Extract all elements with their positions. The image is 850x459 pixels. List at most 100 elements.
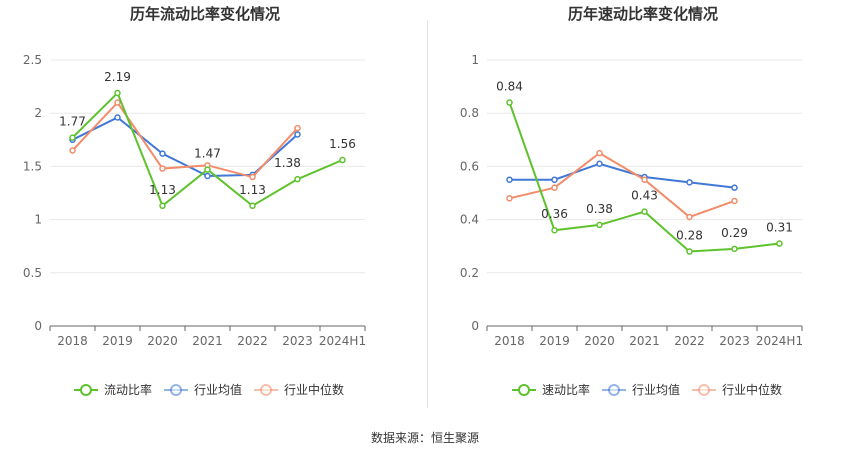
- data-point: [641, 176, 648, 183]
- data-label: 0.84: [496, 80, 523, 94]
- data-label: 0.31: [766, 221, 793, 235]
- data-point: [204, 172, 211, 180]
- legend-swatch-marker: [260, 384, 272, 396]
- x-tick-label: 2024H1: [756, 334, 803, 348]
- legend-item: 流动比率: [74, 382, 152, 397]
- y-tick-label: 2.5: [23, 53, 42, 67]
- data-point: [551, 176, 558, 183]
- data-point: [731, 197, 738, 205]
- legend-item: 速动比率: [512, 382, 590, 397]
- data-label: 1.38: [274, 156, 301, 170]
- data-source-label: 数据来源：恒生聚源: [370, 431, 479, 445]
- x-tick-label: 2021: [629, 334, 660, 348]
- data-label: 0.29: [721, 226, 748, 240]
- data-point: [294, 175, 301, 183]
- x-tick-label: 2020: [147, 334, 178, 348]
- legend-item: 行业中位数: [692, 382, 782, 397]
- data-point: [641, 208, 648, 215]
- y-tick-label: 0: [34, 319, 42, 333]
- legend-swatch-marker: [608, 384, 620, 396]
- data-label: 0.28: [676, 229, 703, 243]
- charts-canvas: 历年流动比率变化情况 0 0.5 1 1.5 2 2.5 2018 2019 2020 2021 20…: [23, 5, 803, 397]
- chart-2: 历年速动比率变化情况 0 0.2 0.4 0.6 0.8 1 2018 2019 2020 2021…: [460, 5, 803, 397]
- legend-swatch-marker: [698, 384, 710, 396]
- data-point: [294, 124, 301, 132]
- x-tick-label: 2024H1: [319, 334, 366, 348]
- series-line: [71, 100, 299, 179]
- data-label: 1.47: [194, 147, 221, 161]
- data-point: [114, 114, 121, 121]
- data-label: 1.56: [329, 137, 356, 151]
- data-point: [249, 202, 256, 210]
- y-tick-label: 0.2: [460, 266, 479, 280]
- data-point: [596, 160, 603, 167]
- data-point: [339, 156, 346, 164]
- y-tick-label: 1: [471, 53, 479, 67]
- y-tick-label: 1.5: [23, 159, 42, 173]
- x-tick-label: 2020: [584, 334, 615, 348]
- data-point: [686, 213, 693, 221]
- data-point: [249, 173, 256, 181]
- data-point: [551, 184, 558, 191]
- x-tick-label: 2018: [57, 334, 88, 348]
- y-tick-label: 0: [471, 319, 479, 333]
- legend-label: 速动比率: [542, 382, 590, 397]
- data-label: 0.38: [586, 202, 613, 216]
- data-point: [204, 166, 211, 173]
- legend-item: 行业中位数: [254, 382, 344, 397]
- x-tick-label: 2018: [494, 334, 525, 348]
- data-point: [596, 149, 603, 157]
- series-line: [509, 162, 735, 189]
- legend-label: 流动比率: [104, 382, 152, 397]
- data-point: [551, 226, 558, 234]
- x-tick-label: 2022: [674, 334, 705, 348]
- data-point: [159, 202, 166, 210]
- data-point: [114, 89, 121, 97]
- legend-item: 行业均值: [164, 382, 242, 397]
- chart-1: 历年流动比率变化情况 0 0.5 1 1.5 2 2.5 2018 2019 2020 2021 20…: [23, 5, 366, 397]
- data-label: 2.19: [104, 70, 131, 84]
- data-point: [686, 248, 693, 255]
- x-tick-label: 2019: [102, 334, 133, 348]
- legend-label: 行业均值: [194, 382, 242, 397]
- legend-item: 行业均值: [602, 382, 680, 397]
- data-label: 1.13: [149, 183, 176, 197]
- data-point: [596, 221, 603, 229]
- x-tick-label: 2023: [719, 334, 750, 348]
- y-tick-label: 0.6: [460, 159, 479, 173]
- y-tick-label: 0.5: [23, 266, 42, 280]
- data-point: [69, 134, 76, 141]
- legend-swatch-marker: [518, 384, 530, 396]
- data-point: [506, 176, 513, 183]
- data-point: [776, 240, 783, 247]
- data-point: [159, 165, 166, 172]
- y-tick-label: 1: [34, 213, 42, 227]
- x-tick-label: 2019: [539, 334, 570, 348]
- y-tick-label: 0.8: [460, 106, 479, 120]
- y-tick-label: 0.4: [460, 213, 479, 227]
- data-point: [159, 150, 166, 157]
- data-label: 0.36: [541, 207, 568, 221]
- x-tick-label: 2022: [237, 334, 268, 348]
- data-label: 0.43: [631, 189, 658, 203]
- x-tick-label: 2021: [192, 334, 223, 348]
- data-point: [506, 195, 513, 202]
- data-label: 1.13: [239, 183, 266, 197]
- chart-divider: [427, 20, 428, 408]
- legend-label: 行业中位数: [284, 382, 344, 397]
- x-tick-label: 2023: [282, 334, 313, 348]
- data-label: 1.77: [59, 115, 86, 129]
- data-point: [294, 131, 301, 138]
- data-point: [686, 179, 693, 186]
- y-tick-label: 2: [34, 106, 42, 120]
- legend-swatch-marker: [80, 384, 92, 396]
- chart-title: 历年流动比率变化情况: [130, 5, 280, 23]
- data-point: [506, 99, 513, 106]
- data-point: [731, 245, 738, 253]
- legend-label: 行业中位数: [722, 382, 782, 397]
- data-point: [69, 147, 76, 154]
- legend-label: 行业均值: [632, 382, 680, 397]
- data-point: [731, 184, 738, 191]
- series-line: [509, 151, 735, 219]
